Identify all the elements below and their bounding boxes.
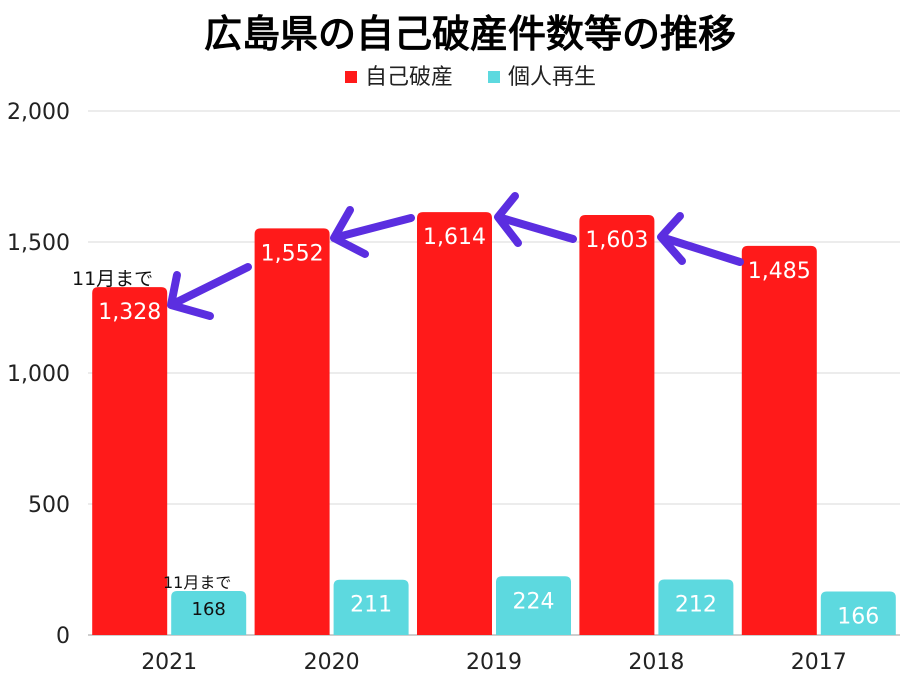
legend-label-bankruptcy: 自己破産 [365,65,453,90]
x-category-label-2019: 2019 [466,650,522,675]
bar-bankruptcy-2018 [579,215,655,635]
y-tick-label: 2,000 [7,100,70,125]
value-label-rehabilitation-2018: 212 [675,592,717,617]
bar-rehabilitation-2020 [333,579,409,635]
trend-arrows [167,192,744,320]
x-category-label-2018: 2018 [628,650,684,675]
x-category-label-2021: 2021 [141,650,197,675]
value-label-bankruptcy-2017: 1,485 [748,259,811,284]
bars: 1,328 168 1,552 211 1,614 224 1,603 212 1,485 166 [92,212,896,635]
x-category-label-2017: 2017 [791,650,847,675]
x-category-label-2020: 2020 [304,650,360,675]
bar-bankruptcy-2017 [741,245,817,635]
x-axis-categories: 2021 2020 2019 2018 2017 [141,650,847,675]
y-tick-label: 1,000 [7,362,70,387]
value-label-rehabilitation-2019: 224 [513,589,555,614]
trend-arrow-2018-to-2019 [494,192,577,247]
legend: 自己破産 個人再生 [345,65,596,90]
bar-bankruptcy-2020 [254,228,330,635]
value-label-rehabilitation-2020: 211 [350,593,392,618]
value-label-bankruptcy-2018: 1,603 [585,228,648,253]
trend-arrow-2020-to-2021 [167,263,252,320]
legend-swatch-rehabilitation [488,71,500,83]
y-tick-label: 0 [56,624,70,649]
bar-bankruptcy-2019 [417,212,492,635]
y-axis-ticks: 0 500 1,000 1,500 2,000 [7,100,70,649]
bar-bankruptcy-2021 [92,287,168,635]
annotations: 11月まで 11月まで [72,268,231,592]
trend-arrow-2019-to-2020 [330,206,415,258]
legend-label-rehabilitation: 個人再生 [508,65,596,90]
bar-rehabilitation-2017 [820,591,896,635]
annotation-bankruptcy-2021: 11月まで [72,268,153,290]
legend-swatch-bankruptcy [345,71,357,83]
trend-arrow-2017-to-2018 [657,212,744,266]
bar-rehabilitation-2021 [171,590,247,635]
y-tick-label: 500 [28,493,70,518]
annotation-rehab-2021: 11月まで [163,573,231,592]
value-label-bankruptcy-2021: 1,328 [98,300,161,325]
value-label-bankruptcy-2020: 1,552 [261,241,324,266]
value-label-bankruptcy-2019: 1,614 [423,225,486,250]
chart-title: 広島県の自己破産件数等の推移 [204,12,736,56]
y-tick-label: 1,500 [7,231,70,256]
bar-rehabilitation-2019 [496,576,571,635]
value-label-rehabilitation-2017: 166 [837,605,879,630]
bar-rehabilitation-2018 [658,579,734,635]
value-label-rehabilitation-2021: 168 [192,599,226,620]
